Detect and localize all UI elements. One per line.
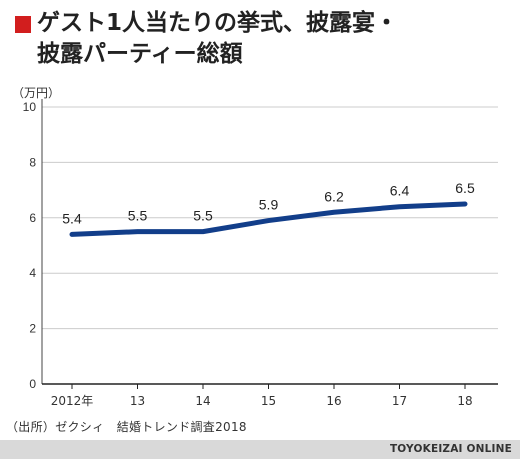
brand-label: TOYOKEIZAI ONLINE bbox=[389, 443, 512, 455]
source-note: （出所）ゼクシィ 結婚トレンド調査2018 bbox=[6, 420, 247, 434]
y-tick-label-10: 10 bbox=[23, 100, 37, 114]
x-tick-label-0: 2012年 bbox=[51, 394, 94, 408]
y-tick-label-0: 0 bbox=[29, 377, 36, 391]
chart-title-line-1: ゲスト1人当たりの挙式、披露宴・ bbox=[37, 10, 399, 36]
x-tick-label-3: 15 bbox=[261, 394, 276, 408]
x-tick-label-4: 16 bbox=[326, 394, 341, 408]
chart-title: ゲスト1人当たりの挙式、披露宴・ 披露パーティー総額 bbox=[37, 8, 507, 70]
footer-bar: TOYOKEIZAI ONLINE bbox=[0, 440, 520, 459]
x-tick-label-2: 14 bbox=[195, 394, 210, 408]
x-tick-label-6: 18 bbox=[457, 394, 472, 408]
data-label-0: 5.4 bbox=[62, 210, 82, 226]
y-axis-unit-label: （万円） bbox=[12, 86, 61, 100]
series-line bbox=[69, 201, 468, 237]
data-label-4: 6.2 bbox=[324, 188, 344, 204]
data-label-3: 5.9 bbox=[259, 197, 279, 213]
x-tick-label-5: 17 bbox=[392, 394, 407, 408]
data-label-5: 6.4 bbox=[390, 183, 410, 199]
y-tick-label-8: 8 bbox=[29, 155, 36, 169]
data-label-6: 6.5 bbox=[455, 180, 475, 196]
y-tick-label-2: 2 bbox=[29, 322, 36, 336]
y-tick-label-6: 6 bbox=[29, 211, 36, 225]
x-tick-label-1: 13 bbox=[130, 394, 145, 408]
data-label-1: 5.5 bbox=[128, 208, 148, 224]
y-tick-label-4: 4 bbox=[29, 266, 36, 280]
title-marker bbox=[15, 16, 31, 33]
data-label-2: 5.5 bbox=[193, 208, 213, 224]
chart-title-line-2: 披露パーティー総額 bbox=[37, 41, 243, 67]
